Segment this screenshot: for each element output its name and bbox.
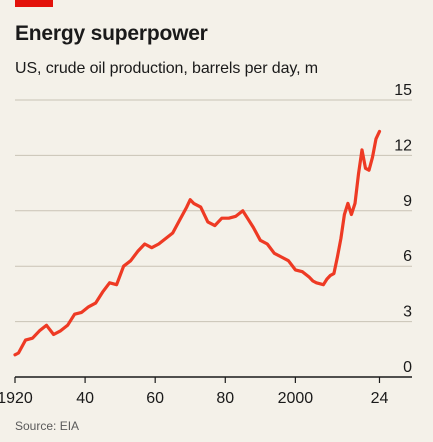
x-tick-label: 24 xyxy=(371,390,389,407)
y-tick-labels: 0 3 6 9 12 15 xyxy=(394,82,412,376)
series-line-crude-oil xyxy=(13,129,382,357)
series-layer xyxy=(13,129,382,357)
y-tick-label: 12 xyxy=(394,137,412,154)
y-tick-label: 6 xyxy=(403,248,412,265)
y-tick-label: 15 xyxy=(394,82,412,99)
y-tick-label: 3 xyxy=(403,304,412,321)
x-tick-label: 2000 xyxy=(278,390,314,407)
x-tick-label: 1920 xyxy=(0,390,33,407)
x-axis: 1920 40 60 80 2000 24 xyxy=(0,376,412,407)
chart-title: Energy superpower xyxy=(15,22,208,45)
x-tick-label: 60 xyxy=(146,390,164,407)
y-tick-label: 0 xyxy=(403,359,412,376)
x-tick-label: 40 xyxy=(76,390,94,407)
brand-tag xyxy=(15,0,53,7)
x-tick-label: 80 xyxy=(216,390,234,407)
chart-subtitle: US, crude oil production, barrels per da… xyxy=(15,60,318,77)
source-note: Source: EIA xyxy=(15,419,80,433)
y-tick-label: 9 xyxy=(403,193,412,210)
